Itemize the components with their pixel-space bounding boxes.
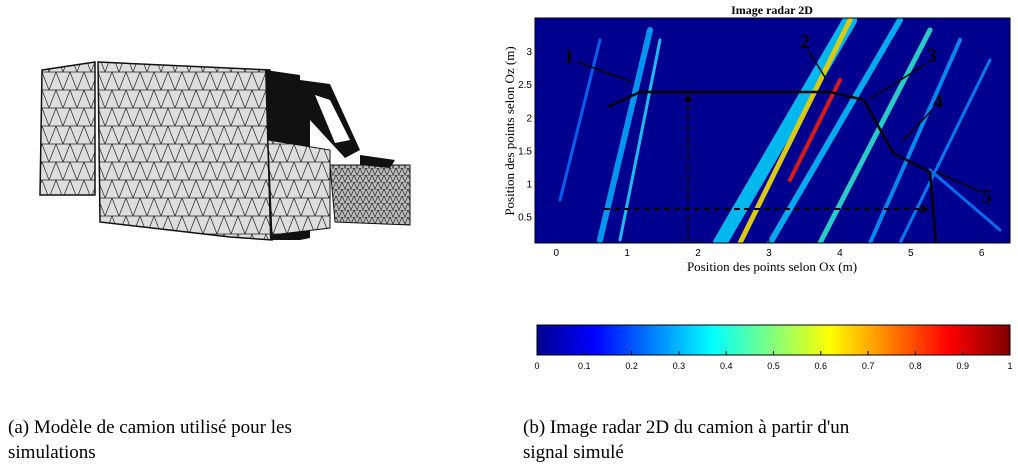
- colorbar: [536, 324, 1011, 356]
- annotation-label: 1: [564, 46, 574, 68]
- y-tick-label: 2.5: [518, 80, 532, 91]
- colorbar-tick-label: 0.7: [862, 361, 875, 371]
- y-tick-label: 1: [526, 179, 532, 190]
- colorbar-tick-label: 0.4: [720, 361, 733, 371]
- colorbar-tick-label: 0.2: [625, 361, 638, 371]
- colorbar-tick-label: 0.3: [673, 361, 686, 371]
- y-tick-label: 2: [526, 113, 532, 124]
- caption-a-line2: simulations: [8, 442, 96, 463]
- x-tick-label: 0: [553, 248, 559, 259]
- plot-title: Image radar 2D: [731, 3, 813, 17]
- colorbar-tick-label: 0.5: [767, 361, 780, 371]
- x-tick-label: 4: [837, 248, 843, 259]
- y-tick-label: 1.5: [518, 146, 532, 157]
- caption-b-line2: signal simulé: [523, 442, 624, 463]
- x-tick-label: 5: [908, 248, 914, 259]
- colorbar-tick-label: 0.6: [815, 361, 828, 371]
- plot-frame: [534, 17, 1011, 244]
- caption-b-line1: (b) Image radar 2D du camion à partir d'…: [523, 417, 850, 438]
- x-axis-label: Position des points selon Ox (m): [687, 259, 857, 274]
- colorbar-tick-label: 0.9: [956, 361, 969, 371]
- radar-image: [535, 18, 1010, 243]
- y-tick-label: 0.5: [518, 213, 532, 224]
- truck-model: [39, 61, 411, 241]
- annotation-label: 4: [933, 91, 943, 113]
- colorbar-tick-label: 0: [534, 361, 539, 371]
- x-tick-label: 3: [766, 248, 772, 259]
- colorbar-tick-label: 1: [1007, 361, 1012, 371]
- x-tick-label: 1: [624, 248, 630, 259]
- annotation-label: 3: [927, 45, 937, 67]
- annotation-label: 2: [800, 31, 810, 53]
- x-tick-label: 2: [695, 248, 701, 259]
- y-axis-label: Position des points selon Oz (m): [502, 46, 517, 215]
- colorbar-tick-label: 0.1: [578, 361, 591, 371]
- colorbar-tick-label: 0.8: [909, 361, 922, 371]
- y-tick-label: 3: [526, 47, 532, 58]
- x-tick-label: 6: [979, 248, 985, 259]
- caption-a-line1: (a) Modèle de camion utilisé pour les: [8, 417, 292, 438]
- annotation-label: 5: [982, 186, 992, 208]
- annotations: 1 2 3 4 5: [564, 31, 992, 208]
